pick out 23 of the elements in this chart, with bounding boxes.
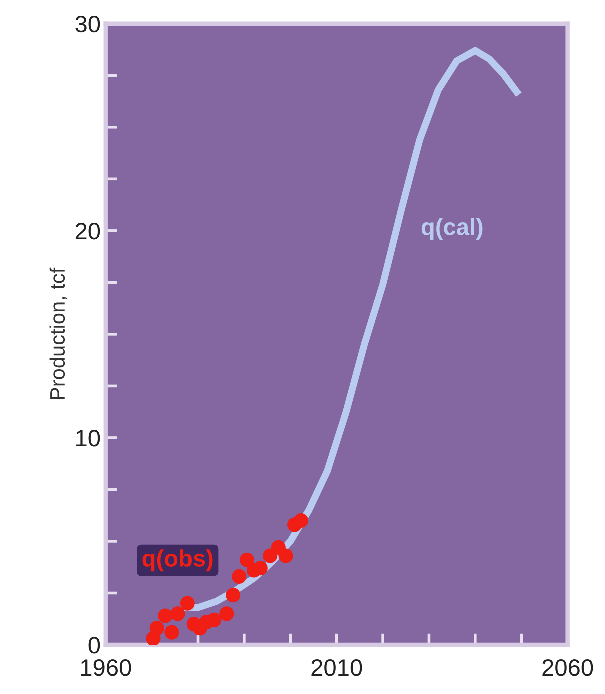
point <box>180 596 195 611</box>
y-tick-label: 30 <box>76 16 100 33</box>
y-tick-label: 10 <box>76 430 100 447</box>
point <box>240 552 255 568</box>
series-label: q(cal) <box>422 218 483 240</box>
point <box>220 606 234 622</box>
x-tick-label: 2010 <box>312 660 362 676</box>
series-label: q(obs) <box>142 550 213 572</box>
y-axis-title: Production, tcf <box>50 268 68 400</box>
point <box>170 606 186 622</box>
y-tick-label: 20 <box>76 222 100 240</box>
point <box>253 561 268 576</box>
y-tick-label: 0 <box>88 637 100 654</box>
x-tick-label: 1960 <box>81 660 132 676</box>
point <box>158 608 173 624</box>
point <box>278 548 294 564</box>
x-tick-label: 2060 <box>542 660 594 676</box>
point <box>150 621 164 636</box>
point <box>294 513 309 528</box>
point <box>226 588 241 603</box>
point <box>207 612 222 628</box>
point <box>232 569 247 584</box>
point <box>164 625 180 640</box>
